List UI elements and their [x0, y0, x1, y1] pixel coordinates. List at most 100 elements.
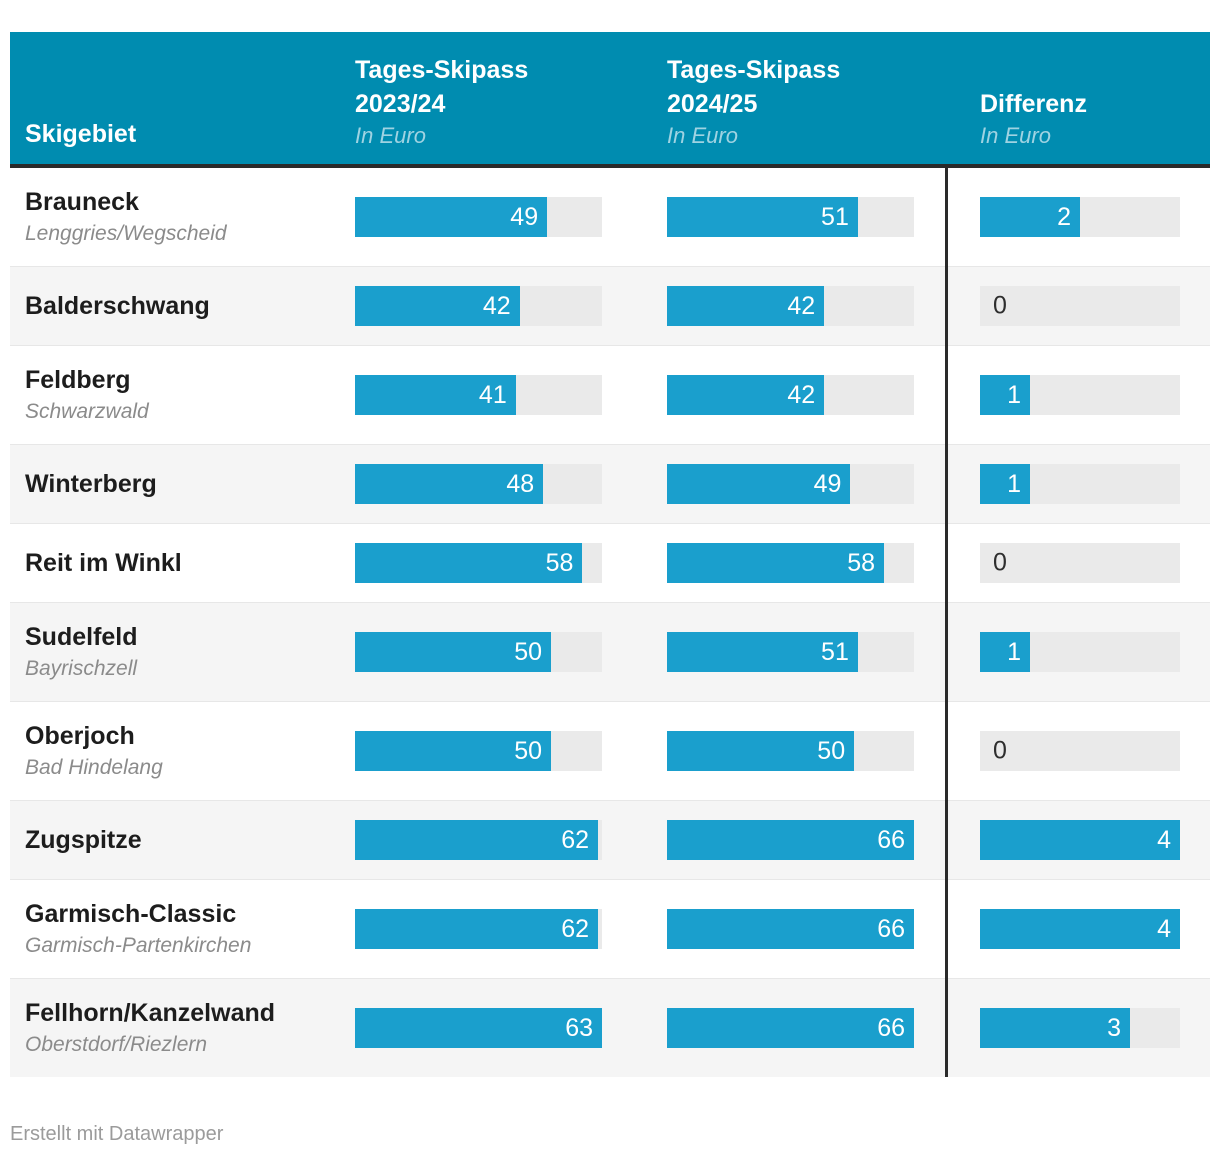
price-2023-cell: 62: [355, 909, 602, 949]
table-row: Sudelfeld Bayrischzell 50 51 1: [10, 602, 1210, 701]
differenz-cell: 0: [980, 286, 1180, 326]
bar-2023-value: 58: [545, 548, 574, 577]
bar-diff-zero-value: 0: [993, 548, 1007, 577]
differenz-cell: 3: [980, 1008, 1180, 1048]
bar-2024-value: 50: [817, 736, 846, 765]
bar-2024: 42: [667, 375, 825, 415]
bar-diff: 1: [980, 632, 1030, 672]
bar-track-diff: 3: [980, 1008, 1180, 1048]
differenz-cell: 2: [980, 197, 1180, 237]
bar-track-2024: 58: [667, 543, 914, 583]
bar-diff: 1: [980, 464, 1030, 504]
price-2024-cell: 51: [667, 632, 914, 672]
price-2024-cell: 66: [667, 1008, 914, 1048]
ski-area-subtitle: Lenggries/Wegscheid: [25, 222, 227, 245]
ski-area-name: Balderschwang: [25, 292, 210, 320]
bar-2023-value: 62: [561, 914, 590, 943]
header-differenz-unit: In Euro: [980, 123, 1051, 148]
bar-2023-value: 49: [510, 202, 539, 231]
bar-track-diff: 4: [980, 820, 1180, 860]
price-2023-cell: 50: [355, 632, 602, 672]
price-2023-cell: 42: [355, 286, 602, 326]
bar-2024-value: 66: [877, 914, 905, 943]
bar-2024-value: 42: [787, 291, 816, 320]
bar-2023: 41: [355, 375, 516, 415]
ski-area-subtitle: Bayrischzell: [25, 657, 138, 680]
bar-diff: 3: [980, 1008, 1130, 1048]
ski-area-name: Winterberg: [25, 470, 157, 498]
ski-area-cell: Oberjoch Bad Hindelang: [10, 721, 355, 781]
bar-2024-value: 58: [847, 548, 876, 577]
price-2024-cell: 42: [667, 286, 914, 326]
table-row: Oberjoch Bad Hindelang 50 50 0: [10, 701, 1210, 800]
price-2023-cell: 50: [355, 731, 602, 771]
bar-diff-value: 2: [1057, 202, 1071, 231]
bar-track-2023: 41: [355, 375, 602, 415]
ski-area-subtitle: Oberstdorf/Riezlern: [25, 1033, 208, 1056]
bar-track-2023: 62: [355, 820, 602, 860]
differenz-cell: 1: [980, 464, 1180, 504]
ski-area-subtitle: Garmisch-Partenkirchen: [25, 934, 252, 957]
header-cell-2024: Tages-Skipass 2024/25 In Euro: [667, 53, 914, 151]
bar-track-2023: 62: [355, 909, 602, 949]
bar-2023: 63: [355, 1008, 602, 1048]
bar-track-diff: 1: [980, 375, 1180, 415]
ski-area-cell: Garmisch-Classic Garmisch-Partenkirchen: [10, 899, 355, 959]
header-2023-line1: Tages-Skipass: [355, 56, 529, 84]
bar-2023: 42: [355, 286, 520, 326]
bar-diff-value: 4: [1157, 914, 1171, 943]
attribution-text: Erstellt mit Datawrapper: [10, 1123, 224, 1145]
bar-track-diff: 1: [980, 632, 1180, 672]
bar-track-2023: 49: [355, 197, 602, 237]
price-2024-cell: 66: [667, 820, 914, 860]
bar-2023: 62: [355, 820, 599, 860]
bar-diff: 4: [980, 820, 1180, 860]
table-body: Brauneck Lenggries/Wegscheid 49 51 2: [10, 168, 1210, 1077]
bar-track-diff: 4: [980, 909, 1180, 949]
ski-area-name: Zugspitze: [25, 826, 142, 854]
ski-area-cell: Balderschwang: [10, 291, 355, 321]
header-2023-unit: In Euro: [355, 123, 426, 148]
table-row: Garmisch-Classic Garmisch-Partenkirchen …: [10, 879, 1210, 978]
ski-area-subtitle: Bad Hindelang: [25, 756, 163, 779]
table-rows: Brauneck Lenggries/Wegscheid 49 51 2: [10, 168, 1210, 1077]
bar-2023: 48: [355, 464, 544, 504]
differenz-cell: 1: [980, 632, 1180, 672]
differenz-cell: 1: [980, 375, 1180, 415]
table-row: Fellhorn/Kanzelwand Oberstdorf/Riezlern …: [10, 978, 1210, 1077]
header-cell-skigebiet: Skigebiet: [10, 117, 355, 151]
differenz-cell: 4: [980, 909, 1180, 949]
bar-track-diff: 2: [980, 197, 1180, 237]
ski-area-cell: Feldberg Schwarzwald: [10, 365, 355, 425]
bar-2024: 49: [667, 464, 851, 504]
ski-area-cell: Zugspitze: [10, 825, 355, 855]
header-cell-2023: Tages-Skipass 2023/24 In Euro: [355, 53, 602, 151]
bar-2024-value: 49: [813, 469, 842, 498]
bar-2023-value: 63: [565, 1013, 593, 1042]
bar-2024-value: 51: [821, 202, 849, 231]
bar-2023-value: 48: [506, 469, 535, 498]
bar-2024-value: 66: [877, 825, 905, 854]
bar-diff-value: 3: [1107, 1013, 1121, 1042]
bar-2023: 49: [355, 197, 548, 237]
bar-track-2024: 66: [667, 909, 914, 949]
bar-track-2023: 48: [355, 464, 602, 504]
table-row: Feldberg Schwarzwald 41 42 1: [10, 345, 1210, 444]
bar-2023-value: 50: [514, 637, 543, 666]
bar-track-diff: 1: [980, 464, 1180, 504]
bar-track-2024: 50: [667, 731, 914, 771]
header-2024-unit: In Euro: [667, 123, 738, 148]
bar-2023: 50: [355, 632, 552, 672]
bar-2024: 51: [667, 197, 858, 237]
table-row: Winterberg 48 49 1: [10, 444, 1210, 523]
bar-2024: 51: [667, 632, 858, 672]
header-2023-line2: 2023/24: [355, 90, 446, 118]
bar-diff: 1: [980, 375, 1030, 415]
differenz-cell: 0: [980, 543, 1180, 583]
price-2024-cell: 66: [667, 909, 914, 949]
ski-area-cell: Sudelfeld Bayrischzell: [10, 622, 355, 682]
differenz-cell: 4: [980, 820, 1180, 860]
bar-diff-value: 1: [1007, 469, 1021, 498]
bar-2023: 58: [355, 543, 583, 583]
bar-track-2023: 58: [355, 543, 602, 583]
